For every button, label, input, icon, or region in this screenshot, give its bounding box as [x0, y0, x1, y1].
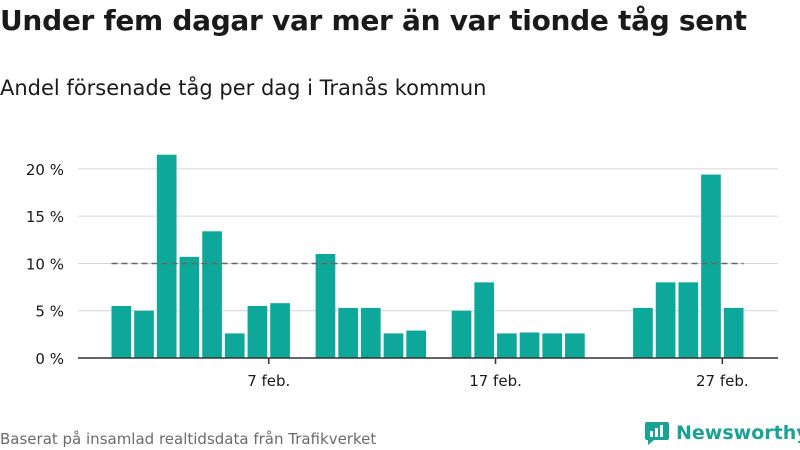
bar [497, 333, 517, 358]
bar [519, 332, 540, 358]
x-tick-label: 7 feb. [247, 372, 290, 390]
bar [134, 310, 154, 358]
bar-chart: 0 % 5 % 10 % 15 % 20 % 7 feb. 17 feb. 27 feb. [26, 154, 778, 390]
bar [202, 231, 222, 358]
bar [655, 282, 676, 358]
y-tick-label: 20 % [26, 161, 64, 179]
bar [542, 333, 563, 358]
bar [474, 282, 495, 358]
source-note: Baserat på insamlad realtidsdata från Tr… [0, 430, 377, 448]
chart-subtitle: Andel försenade tåg per dag i Tranås kom… [0, 76, 487, 100]
bar [315, 254, 336, 358]
y-tick-label: 15 % [26, 208, 64, 226]
bar [723, 307, 744, 358]
bar [383, 333, 404, 358]
y-tick-label: 0 % [35, 350, 64, 368]
newsworthy-logo-icon [645, 422, 669, 445]
y-tick-label: 10 % [26, 255, 64, 273]
bar [179, 256, 200, 358]
brand-logo: Newsworthy [644, 420, 800, 446]
bar [247, 306, 268, 358]
bar [565, 333, 585, 358]
bar [701, 174, 721, 358]
chart-title: Under fem dagar var mer än var tionde tå… [0, 4, 747, 37]
bar [633, 307, 653, 358]
bar [270, 303, 290, 358]
x-tick-label: 27 feb. [696, 372, 749, 390]
bar [406, 330, 426, 358]
bar [678, 282, 699, 358]
bar [111, 306, 132, 358]
bar [360, 307, 381, 358]
y-tick-label: 5 % [35, 303, 64, 321]
bar [338, 307, 358, 358]
brand-name: Newsworthy [676, 422, 800, 444]
x-tick-label: 17 feb. [469, 372, 522, 390]
bar [451, 310, 472, 358]
bar [224, 333, 245, 358]
bar [156, 154, 177, 358]
